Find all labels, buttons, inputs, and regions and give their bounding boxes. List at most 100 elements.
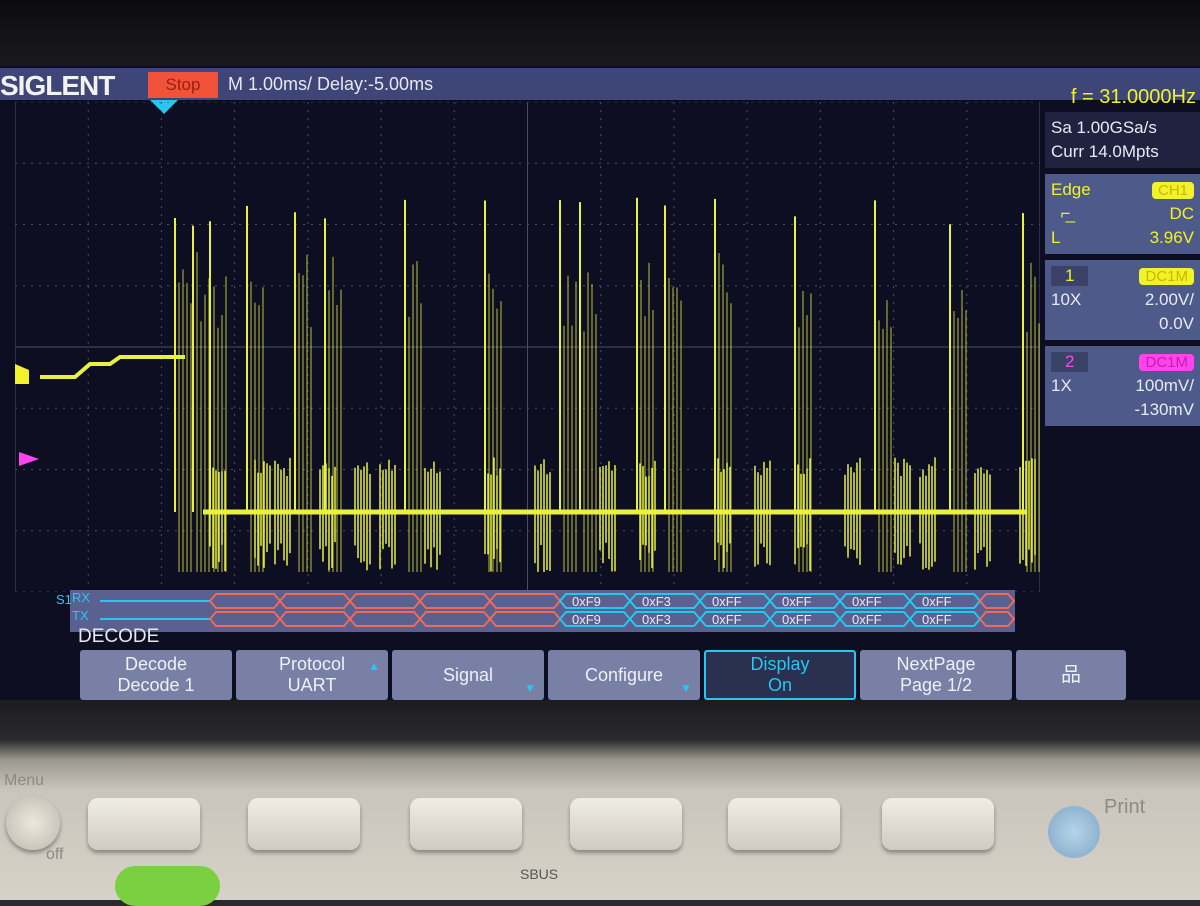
vertical-offset: 0.0V [1159,314,1194,334]
memory-depth: Curr 14.0Mpts [1051,142,1159,162]
info-panel: Sa 1.00GSa/s Curr 14.0Mpts Edge CH1 ⌐̲ DC … [1045,112,1200,432]
submenu-arrow-icon: ▼ [524,678,536,699]
display-softkey[interactable]: Display On [704,650,856,700]
print-label: Print [1104,796,1145,819]
menu-on-off-button[interactable] [6,796,60,850]
frequency-counter: f = 31.0000Hz [1071,86,1196,109]
tx-error-frame [280,612,350,626]
rx-frame-value: 0xF9 [572,594,601,609]
configure-softkey[interactable]: Configure ▼ [548,650,700,700]
softkey-5-button[interactable] [728,798,840,850]
trigger-level: 3.96V [1150,228,1194,248]
waveform-segment [40,357,185,377]
off-label: off [46,846,64,864]
tx-error-frame [980,612,1014,626]
rx-error-frame [420,594,490,608]
brand-logo: SIGLENT [0,70,114,102]
protocol-softkey[interactable]: Protocol UART ▲ [236,650,388,700]
acquisition-info: Sa 1.00GSa/s Curr 14.0Mpts [1045,112,1200,168]
vertical-scale: 100mV/ [1135,376,1194,396]
vertical-scale: 2.00V/ [1145,290,1194,310]
menu-label: Menu [4,772,44,790]
timebase-readout: M 1.00ms/ Delay:-5.00ms [228,74,433,95]
rx-frame-value: 0xFF [852,594,882,609]
rx-error-frame [350,594,420,608]
tx-frame-value: 0xF9 [572,612,601,627]
tx-error-frame [490,612,560,626]
submenu-arrow-icon: ▲ [368,656,380,677]
channel-coupling: DC1M [1139,268,1194,285]
tx-error-frame [420,612,490,626]
bus-label: S1 [56,592,72,607]
tx-error-frame [350,612,420,626]
probe-ratio: 1X [1051,376,1072,396]
softkey-3-button[interactable] [410,798,522,850]
tx-frame-value: 0xF3 [642,612,671,627]
rx-error-frame [280,594,350,608]
softkey-value: Page 1/2 [860,675,1012,696]
softkey-label: NextPage [860,654,1012,675]
signal-softkey[interactable]: Signal ▼ [392,650,544,700]
tx-frame-value: 0xFF [712,612,742,627]
rx-frame-value: 0xF3 [642,594,671,609]
power-button[interactable] [115,866,220,906]
softkey-bar: Decode Decode 1 Protocol UART ▲ Signal ▼ Con… [80,650,1130,702]
tx-frame-value: 0xFF [782,612,812,627]
softkey-1-button[interactable] [88,798,200,850]
softkey-label: Configure [548,665,700,686]
tx-frame-value: 0xFF [922,612,952,627]
submenu-arrow-icon: ▼ [680,678,692,699]
softkey-4-button[interactable] [570,798,682,850]
softkey-value: On [706,675,854,696]
trigger-source: CH1 [1152,182,1194,199]
probe-ratio: 10X [1051,290,1081,310]
menu-title: DECODE [78,626,159,648]
trigger-type: Edge [1051,180,1091,200]
rx-error-frame [980,594,1014,608]
status-bar: SIGLENT Stop M 1.00ms/ Delay:-5.00ms [0,68,1200,100]
softkey-2-button[interactable] [248,798,360,850]
ch1-ground-marker [15,364,29,384]
decode-bus-traces: 0xF9 0xF3 0xFF 0xFF 0xFF 0xFF 0xF9 0xF3 0xFF 0xFF… [70,590,1015,632]
waveform-grid [15,102,1040,592]
next-page-softkey[interactable]: NextPage Page 1/2 [860,650,1012,700]
decode-bus: 0xF9 0xF3 0xFF 0xFF 0xFF 0xFF 0xF9 0xF3 0xFF 0xFF… [70,590,1015,632]
ch2-ground-marker [19,452,39,466]
softkey-label: Protocol [236,654,388,675]
network-softkey[interactable]: 品 [1016,650,1126,700]
channel-number: 2 [1051,352,1088,372]
rising-edge-icon: ⌐̲ [1051,204,1070,224]
channel-number: 1 [1051,266,1088,286]
channel-coupling: DC1M [1139,354,1194,371]
rx-error-frame [490,594,560,608]
softkey-6-button[interactable] [882,798,994,850]
vertical-offset: -130mV [1134,400,1194,420]
tx-frame-value: 0xFF [852,612,882,627]
channel-1-panel[interactable]: 1 DC1M 10X 2.00V/ 0.0V [1045,260,1200,340]
softkey-label: Decode [80,654,232,675]
bezel-top [0,0,1200,70]
softkey-value: UART [236,675,388,696]
ch1-waveform [40,198,1039,572]
sample-rate: Sa 1.00GSa/s [1051,118,1157,138]
rx-frame-value: 0xFF [782,594,812,609]
tx-error-frame [210,612,280,626]
decode-select-softkey[interactable]: Decode Decode 1 [80,650,232,700]
trigger-panel[interactable]: Edge CH1 ⌐̲ DC L 3.96V [1045,174,1200,254]
channel-2-panel[interactable]: 2 DC1M 1X 100mV/ -130mV [1045,346,1200,426]
print-button[interactable] [1048,806,1100,858]
rx-frame-value: 0xFF [712,594,742,609]
softkey-label: Display [706,654,854,675]
oscilloscope-screen: SIGLENT Stop M 1.00ms/ Delay:-5.00ms f =… [0,66,1200,702]
rx-frame-value: 0xFF [922,594,952,609]
sbus-label: SBUS [520,866,558,882]
tx-label: TX [72,608,89,623]
trigger-level-label: L [1051,228,1060,248]
softkey-value: Decode 1 [80,675,232,696]
trigger-coupling: DC [1169,204,1194,224]
rx-label: RX [72,590,90,605]
softkey-label: Signal [392,665,544,686]
graticule [15,102,1040,592]
network-icon: 品 [1016,665,1126,686]
run-stop-indicator[interactable]: Stop [148,72,218,98]
